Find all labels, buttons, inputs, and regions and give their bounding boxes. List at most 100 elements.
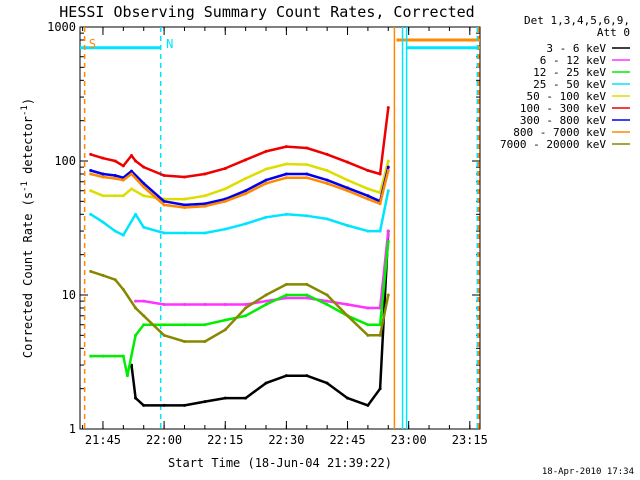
data-point	[113, 173, 117, 177]
data-point	[325, 181, 329, 185]
data-point	[129, 172, 133, 176]
x-tick-label: 22:00	[146, 433, 182, 447]
data-point	[223, 318, 227, 322]
legend-label: 50 - 100 keV	[527, 90, 607, 103]
data-point	[142, 185, 146, 189]
data-point	[264, 149, 268, 153]
data-point	[284, 145, 288, 149]
plot-frame	[79, 26, 481, 430]
data-point	[134, 212, 138, 216]
y-tick-label: 1	[69, 422, 76, 436]
data-point	[305, 214, 309, 218]
data-point	[244, 396, 248, 400]
data-point	[101, 194, 105, 198]
data-point	[89, 354, 93, 358]
data-point	[203, 202, 207, 206]
data-point	[121, 194, 125, 198]
data-point	[113, 278, 117, 282]
data-point	[121, 354, 125, 358]
data-point	[264, 299, 268, 303]
data-point	[125, 374, 129, 378]
legend-label: 3 - 6 keV	[546, 42, 606, 55]
data-point	[129, 153, 133, 157]
data-point	[386, 165, 390, 169]
data-point	[264, 302, 268, 306]
data-point	[325, 299, 329, 303]
data-point	[101, 175, 105, 179]
data-point	[121, 164, 125, 168]
legend-label: 100 - 300 keV	[520, 102, 606, 115]
series-line	[130, 231, 390, 407]
data-point	[89, 152, 93, 156]
data-point	[134, 333, 138, 337]
data-point	[305, 146, 309, 150]
data-point	[89, 189, 93, 193]
marker-lines	[83, 27, 480, 429]
data-point	[244, 192, 248, 196]
data-point	[101, 354, 105, 358]
data-point	[305, 293, 309, 297]
data-point	[223, 166, 227, 170]
series-line	[90, 166, 390, 207]
data-point	[121, 233, 125, 237]
data-point	[264, 381, 268, 385]
data-point	[203, 194, 207, 198]
data-point	[346, 178, 350, 182]
y-axis-label-part: detector	[21, 116, 35, 181]
data-point	[182, 323, 186, 327]
data-point	[142, 403, 146, 407]
data-point	[142, 165, 146, 169]
data-point	[101, 156, 105, 160]
data-point	[162, 323, 166, 327]
data-point	[89, 269, 93, 273]
data-point	[284, 212, 288, 216]
data-point	[113, 229, 117, 233]
data-point	[113, 194, 117, 198]
data-point	[244, 306, 248, 310]
data-point	[162, 199, 166, 203]
data-point	[325, 293, 329, 297]
data-point	[366, 187, 370, 191]
data-point	[121, 178, 125, 182]
x-tick-label: 22:30	[268, 433, 304, 447]
legend-label: 6 - 12 keV	[540, 54, 607, 67]
legend-label: 300 - 800 keV	[520, 114, 606, 127]
data-point	[284, 162, 288, 166]
y-axis-label: Corrected Count Rate (s-1 detector-1)	[20, 98, 35, 358]
data-point	[182, 203, 186, 207]
y-axis-label-part: )	[21, 98, 35, 105]
data-point	[244, 189, 248, 193]
data-point	[223, 199, 227, 203]
data-point	[325, 217, 329, 221]
data-point	[284, 176, 288, 180]
data-point	[182, 205, 186, 209]
x-tick-label: 22:15	[207, 433, 243, 447]
data-point	[346, 186, 350, 190]
data-point	[366, 306, 370, 310]
y-tick-label: 100	[54, 154, 76, 168]
series-group	[89, 106, 390, 407]
data-point	[386, 159, 390, 163]
y-tick-label: 1000	[47, 20, 76, 34]
data-point	[142, 194, 146, 198]
data-point	[223, 396, 227, 400]
data-point	[162, 231, 166, 235]
data-point	[142, 314, 146, 318]
footer-date: 18-Apr-2010 17:34	[542, 467, 634, 477]
data-point	[346, 160, 350, 164]
data-point	[325, 168, 329, 172]
x-tick-label: 23:15	[452, 433, 488, 447]
legend-label: 800 - 7000 keV	[513, 126, 606, 139]
data-point	[284, 374, 288, 378]
data-point	[325, 381, 329, 385]
data-point	[305, 172, 309, 176]
data-point	[325, 178, 329, 182]
data-point	[142, 323, 146, 327]
data-point	[142, 181, 146, 185]
legend-label: 12 - 25 keV	[533, 66, 606, 79]
x-tick-label: 22:45	[329, 433, 365, 447]
data-point	[378, 202, 382, 206]
